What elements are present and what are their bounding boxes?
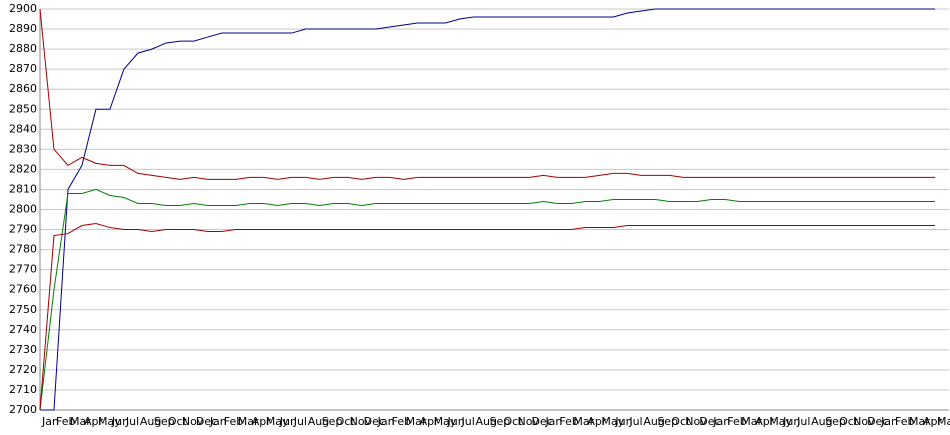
x-tick-label: Feb: [56, 415, 75, 428]
x-tick-label: Apr: [84, 415, 104, 428]
x-tick-label: Jan: [41, 415, 59, 428]
x-tick-label: Aug: [140, 415, 161, 428]
series-line: [39, 223, 936, 411]
x-tick-label: Nov: [853, 415, 875, 428]
x-tick-label: Dec: [699, 415, 720, 428]
y-tick-label: 2870: [9, 62, 37, 75]
x-tick-label: May: [266, 415, 289, 428]
x-tick-label: Mar: [70, 415, 91, 428]
series-line: [39, 188, 936, 411]
x-tick-label: Jul: [125, 415, 139, 428]
x-tick-label: Jul: [796, 415, 810, 428]
x-tick-label: Jun: [782, 415, 800, 428]
x-tick-label: Jan: [377, 415, 395, 428]
x-tick-label: Jun: [447, 415, 465, 428]
x-tick-label: Nov: [685, 415, 707, 428]
y-tick-label: 2770: [9, 263, 37, 276]
x-tick-label: Aug: [643, 415, 664, 428]
x-tick-label: Oct: [503, 415, 523, 428]
x-tick-label: Jan: [712, 415, 730, 428]
x-tick-label: Nov: [350, 415, 372, 428]
y-tick-label: 2790: [9, 223, 37, 236]
y-tick-label: 2890: [9, 22, 37, 35]
x-tick-label: Oct: [839, 415, 859, 428]
x-tick-label: Jul: [293, 415, 307, 428]
x-tick-label: May: [434, 415, 457, 428]
x-tick-label: Apr: [587, 415, 607, 428]
y-tick-label: 2810: [9, 182, 37, 195]
x-tick-label: Jan: [544, 415, 562, 428]
y-tick-label: 2750: [9, 303, 37, 316]
y-tick-label: 2700: [9, 403, 37, 416]
x-tick-label: May: [601, 415, 624, 428]
x-tick-label: Mar: [573, 415, 594, 428]
x-tick-label: Jul: [461, 415, 475, 428]
x-tick-label: Sep: [322, 415, 343, 428]
series-line: [40, 8, 936, 411]
x-tick-label: Jun: [111, 415, 129, 428]
x-tick-label: Jul: [628, 415, 642, 428]
y-tick-label: 2760: [9, 283, 37, 296]
x-tick-label: Jun: [614, 415, 632, 428]
x-tick-label: Aug: [308, 415, 329, 428]
x-tick-label: Apr: [923, 415, 943, 428]
x-tick-label: Feb: [559, 415, 578, 428]
x-tick-label: Feb: [727, 415, 746, 428]
y-tick-label: 2880: [9, 42, 37, 55]
x-tick-label: May: [769, 415, 792, 428]
x-tick-label: Dec: [196, 415, 217, 428]
x-tick-label: Sep: [825, 415, 846, 428]
x-tick-label: Apr: [252, 415, 272, 428]
y-tick-label: 2820: [9, 162, 37, 175]
y-tick-label: 2710: [9, 383, 37, 396]
x-tick-label: Sep: [154, 415, 175, 428]
x-tick-label: Jan: [209, 415, 227, 428]
y-tick-label: 2780: [9, 243, 37, 256]
y-tick-label: 2840: [9, 122, 37, 135]
x-tick-label: Sep: [490, 415, 511, 428]
y-tick-label: 2860: [9, 82, 37, 95]
x-tick-label: Oct: [671, 415, 691, 428]
y-tick-label: 2730: [9, 343, 37, 356]
x-tick-label: Apr: [420, 415, 440, 428]
x-tick-label: Mar: [406, 415, 427, 428]
y-tick-label: 2740: [9, 323, 37, 336]
x-tick-label: Mar: [238, 415, 259, 428]
x-tick-label: Dec: [531, 415, 552, 428]
y-tick-label: 2900: [9, 2, 37, 15]
y-tick-label: 2800: [9, 203, 37, 216]
x-tick-label: Sep: [657, 415, 678, 428]
x-tick-label: May: [98, 415, 121, 428]
y-tick-label: 2830: [9, 142, 37, 155]
x-tick-label: Jan: [880, 415, 898, 428]
x-tick-label: Feb: [392, 415, 411, 428]
x-tick-label: May: [937, 415, 950, 428]
x-tick-label: Nov: [182, 415, 204, 428]
y-tick-label: 2720: [9, 363, 37, 376]
x-tick-label: Feb: [895, 415, 914, 428]
y-tick-label: 2850: [9, 102, 37, 115]
x-tick-label: Apr: [755, 415, 775, 428]
x-tick-label: Oct: [168, 415, 188, 428]
x-tick-label: Feb: [224, 415, 243, 428]
x-tick-label: Nov: [517, 415, 539, 428]
x-tick-label: Dec: [364, 415, 385, 428]
x-tick-label: Dec: [867, 415, 888, 428]
x-tick-label: Mar: [909, 415, 930, 428]
x-tick-label: Oct: [336, 415, 356, 428]
x-tick-label: Aug: [476, 415, 497, 428]
x-tick-label: Mar: [741, 415, 762, 428]
series-line: [39, 8, 936, 180]
x-tick-label: Jun: [279, 415, 297, 428]
x-tick-label: Aug: [811, 415, 832, 428]
